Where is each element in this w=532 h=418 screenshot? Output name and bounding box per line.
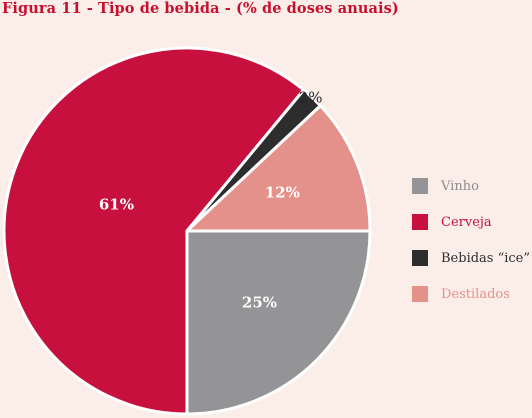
legend-swatch-bebidas-ice [412,250,428,266]
data-label-vinho: 25% [242,294,277,312]
data-label-bebidas-ice: 2% [299,89,323,107]
pie-data-labels: 25% 61% 2% 12% [99,89,323,312]
legend-swatch-cerveja [412,214,428,230]
pie-slice-vinho [185,229,372,416]
legend-label-bebidas-ice: Bebidas “ice” [441,250,531,266]
legend-swatch-destilados [412,286,428,302]
chart-title: Figura 11 - Tipo de bebida - (% de doses… [2,0,399,17]
legend-label-cerveja: Cerveja [441,214,492,230]
chart-legend: Vinho Cerveja Bebidas “ice” Destilados [412,168,530,312]
data-label-destilados: 12% [265,183,300,201]
legend-item-bebidas-ice: Bebidas “ice” [412,240,530,276]
pie-slice-destilados [185,104,372,233]
legend-label-destilados: Destilados [441,286,510,302]
legend-item-cerveja: Cerveja [412,204,530,240]
data-label-cerveja: 61% [99,196,134,214]
pie-slices [2,46,372,416]
legend-swatch-vinho [412,178,428,194]
legend-item-vinho: Vinho [412,168,530,204]
legend-label-vinho: Vinho [441,178,479,194]
pie-slice-cerveja [2,46,306,416]
legend-item-destilados: Destilados [412,276,530,312]
